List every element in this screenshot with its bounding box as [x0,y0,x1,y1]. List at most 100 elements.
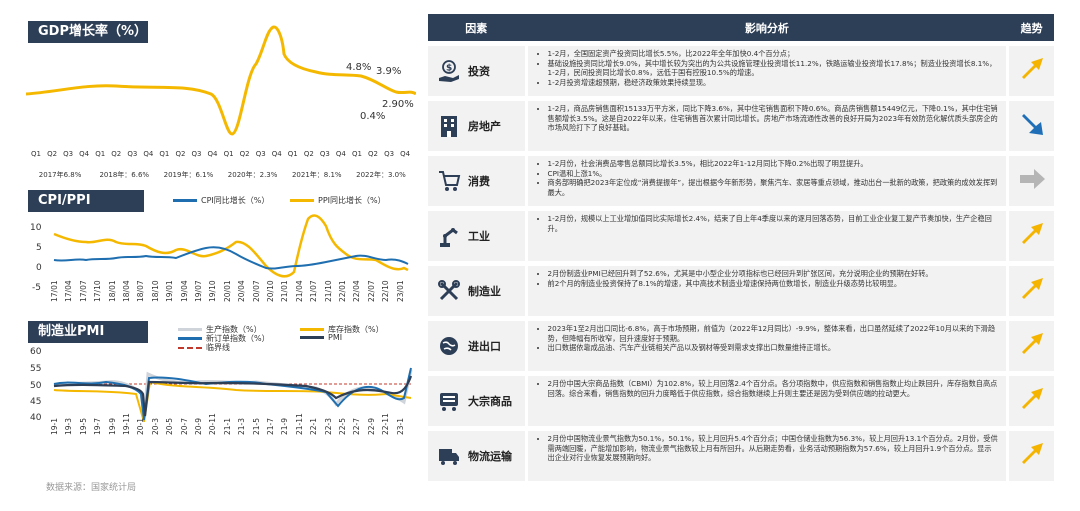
gdp-annot-2: 3.9% [376,66,401,77]
gdp-year-label: 2017年6.8% [38,171,82,179]
x-tick-label: 22-3 [323,417,333,435]
cpi-ytick: 0 [36,263,42,273]
pmi-ytick: 45 [30,397,41,407]
x-tick-label: 22-9 [366,417,376,435]
gdp-quarter-label: Q4 [143,150,154,158]
arrow-up-right-icon [1016,438,1048,474]
analysis-bullet: 2月份中国大宗商品指数（CBMI）为102.8%，较上月回落2.4个百分点。各分… [548,379,999,398]
analysis-cell: 1-2月份，规模以上工业增加值同比实际增长2.4%，结束了自上年4季度以来的逐月… [527,211,1007,261]
analysis-bullet: 1-2月，商品房销售面积15133万平方米，同比下降3.6%，其中住宅销售面积下… [548,104,999,133]
pmi-ytick: 50 [30,381,42,391]
cpi-line [53,246,409,270]
globe-trade-icon [436,333,462,359]
table-row: 大宗商品 2月份中国大宗商品指数（CBMI）为102.8%，较上月回落2.4个百分… [428,376,1054,426]
pmi-legend-threshold: 临界线 [178,342,230,353]
trend-cell [1009,211,1054,261]
gdp-quarter-label: Q3 [191,150,202,158]
gdp-quarter-label: Q1 [159,150,170,158]
gdp-quarter-label: Q3 [319,150,330,158]
analysis-bullet: 基础设施投资同比增长9.0%，其中增长较为突出的为公共设施管理业投资增长11.2… [548,59,999,78]
x-tick-label: 21/01 [280,280,290,302]
arrow-up-right-icon [1016,383,1048,419]
x-tick-label: 19/04 [179,280,189,302]
gdp-quarter-label: Q3 [384,150,395,158]
analysis-bullet: 2023年1至2月出口同比-6.8%，高于市场预期，前值为（2022年12月同比… [548,324,999,343]
svg-text:$: $ [446,64,452,74]
robot-arm-icon [436,223,462,249]
ppi-line [53,214,409,278]
gdp-quarter-label: Q2 [111,150,122,158]
x-tick-label: 22/10 [381,280,391,302]
x-tick-label: 20-11 [208,413,218,435]
gdp-quarter-label: Q2 [303,150,314,158]
analysis-cell: 2月份制造业PMI已经回升到了52.6%，尤其是中小型企业分项指标也已经回升到扩… [527,266,1007,316]
gdp-quarter-label: Q3 [127,150,138,158]
x-tick-label: 21-5 [251,417,261,435]
gdp-quarter-axis: Q1 Q2 Q3 Q4 Q1 Q2 Q3 Q4 Q1 Q2 Q3 Q4 Q1 Q2 Q3 Q4 Q1 Q2 Q3 Q4… [28,150,413,158]
x-tick-label: 17/01 [50,280,59,302]
arrow-right-icon [1016,163,1048,199]
x-tick-label: 20-1 [136,417,146,435]
ppi-legend-item: PPI同比增长（%） [290,195,386,206]
gdp-annot-1: 4.8% [346,62,371,73]
cpi-chart: 10 5 0 -5 [30,214,409,293]
gdp-quarter-label: Q3 [63,150,74,158]
x-tick-label: 17/04 [64,280,74,302]
pmi-legend-pmi: PMI [300,333,342,342]
pmi-legend-inventory: 库存指数（%） [300,324,384,335]
gdp-quarter-label: Q3 [255,150,266,158]
table-row: 进出口 2023年1至2月出口同比-6.8%，高于市场预期，前值为（2022年12… [428,321,1054,371]
table-header: 因素 影响分析 趋势 [428,14,1054,41]
money-hand-icon: $ [436,58,462,84]
analysis-bullet: 出口数据依靠成品油、汽车产业链相关产品以及钢材等受到需求支撑出口数量维持正增长。 [548,343,999,353]
cpi-ytick: 5 [36,243,42,253]
gdp-quarter-label: Q1 [351,150,362,158]
header-trend: 趋势 [1020,21,1043,35]
x-tick-label: 19-9 [107,417,117,435]
factor-cell: 进出口 [428,321,525,371]
x-tick-label: 19-3 [64,417,74,435]
x-tick-label: 20/04 [237,280,247,302]
header-factor: 因素 [465,21,488,35]
pmi-line [53,375,413,417]
analysis-cell: 1-2月，商品房销售面积15133万平方米，同比下降3.6%，其中住宅销售面积下… [527,101,1007,151]
factor-cell: 制造业 [428,266,525,316]
x-tick-label: 21-9 [280,417,290,435]
table-row: 消费 1-2月份，社会消费品零售总额同比增长3.5%，相比2022年1-12月同比… [428,156,1054,206]
cpi-x-axis: 17/01 17/04 17/07 17/10 18/01 18/04 18/07 18/10… [50,280,410,314]
factor-label: 消费 [468,175,490,188]
x-tick-label: 20-9 [194,417,203,435]
gdp-quarter-label: Q4 [207,150,218,158]
factor-label: 工业 [468,230,490,243]
cargo-icon [436,388,462,414]
trend-cell [1009,376,1054,426]
x-tick-label: 22/04 [352,280,362,302]
tools-icon [436,278,462,304]
data-source: 数据来源：国家统计局 [46,483,137,493]
x-tick-label: 22/01 [338,280,347,302]
gdp-title: GDP增长率（%） [28,21,148,43]
x-tick-label: 23/01 [395,280,405,302]
header-analysis: 影响分析 [744,21,789,35]
x-tick-label: 20-3 [150,417,160,435]
x-tick-label: 21-3 [237,417,247,435]
analysis-bullet: 1-2月份，规模以上工业增加值同比实际增长2.4%，结束了自上年4季度以来的逐月… [548,214,999,233]
gdp-line [26,25,416,136]
pmi-legend-production: 生产指数（%） [178,324,262,335]
x-tick-label: 19/01 [165,280,175,302]
x-tick-label: 22-5 [338,417,347,435]
analysis-bullet: 商务部明确把2023年定位成“消费提振年”，提出根据今年新形势，聚焦汽车、家居等… [548,178,999,197]
table-row: $ 投资 1-2月，全国固定资产投资同比增长5.5%，比2022年全年加快0.4个百… [428,46,1054,96]
x-tick-label: 22-7 [352,417,362,435]
x-tick-label: 21/10 [323,280,333,302]
pmi-legend-new-orders: 新订单指数（%） [178,333,270,344]
analysis-bullet: 2月份中国物流业景气指数为50.1%，50.1%，较上月回升5.4个百分点；中国… [548,434,999,463]
analysis-bullet: CPI温和上涨1%。 [548,169,999,179]
x-tick-label: 21-1 [222,417,232,435]
gdp-quarter-label: Q4 [400,150,411,158]
x-tick-label: 22-1 [309,417,319,435]
factor-analysis-table: 因素 影响分析 趋势 $ 投资 1-2月，全国固定资产投资同比增长5.5%，比202… [428,14,1054,481]
pmi-title: 制造业PMI [28,321,148,343]
pmi-ytick: 60 [30,347,42,357]
x-tick-label: 23-1 [395,417,405,435]
